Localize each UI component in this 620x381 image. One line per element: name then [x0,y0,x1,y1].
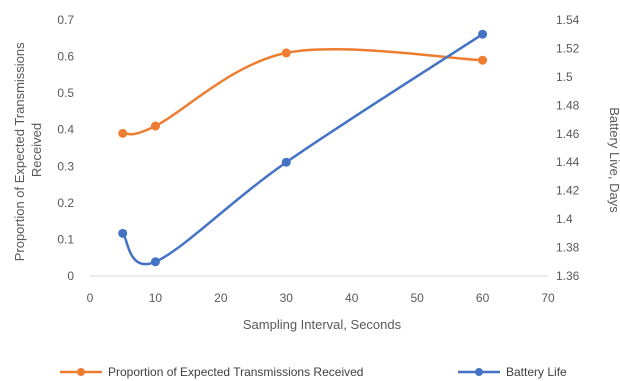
y2-axis-title: Battery Live, Days [607,107,620,213]
y2-tick-label: 1.38 [556,241,580,255]
x-tick-label: 30 [280,291,294,305]
legend: Proportion of Expected Transmissions Rec… [60,365,567,379]
y2-tick-labels: 1.36 1.38 1.4 1.42 1.44 1.46 1.48 1.5 1.52 1.54 [556,13,580,283]
legend-label-battery: Battery Life [506,365,567,379]
data-point-series-1 [478,29,488,39]
data-point-series-1 [118,228,128,238]
y-tick-label: 0.1 [57,232,74,246]
y2-tick-label: 1.54 [556,13,580,27]
x-tick-label: 10 [149,291,163,305]
x-tick-label: 0 [87,291,94,305]
y-axis-title-line-1: Proportion of Expected Transmissions [12,42,27,261]
x-tick-label: 40 [345,291,359,305]
series-line-1 [121,32,484,266]
data-point-series-0 [281,48,291,58]
y2-tick-label: 1.52 [556,41,580,55]
y-axis-title: Proportion of Expected Transmissions Rec… [12,39,44,262]
y-tick-label: 0.5 [57,86,74,100]
y2-tick-label: 1.4 [556,212,573,226]
y-tick-label: 0 [67,269,74,283]
x-tick-label: 50 [410,291,424,305]
y-tick-label: 0.4 [57,123,74,137]
y2-tick-label: 1.5 [556,70,573,84]
x-tick-label: 70 [541,291,555,305]
x-axis-title: Sampling Interval, Seconds [243,317,402,332]
y-tick-label: 0.6 [57,50,74,64]
y-tick-label: 0.7 [57,13,74,27]
y-tick-label: 0.2 [57,196,74,210]
data-point-series-1 [281,157,291,167]
x-tick-label: 20 [214,291,228,305]
series-line-0 [121,48,484,136]
y-tick-labels: 0 0.1 0.2 0.3 0.4 0.5 0.6 0.7 [57,13,74,283]
data-point-series-0 [118,128,128,138]
data-point-series-1 [150,257,160,267]
y-axis-title-line-2: Received [29,123,44,177]
series-layer [118,29,488,267]
y-tick-label: 0.3 [57,159,74,173]
data-point-series-0 [150,121,160,131]
legend-label-proportion: Proportion of Expected Transmissions Rec… [108,365,363,379]
y2-tick-label: 1.46 [556,127,580,141]
data-point-series-0 [478,55,488,65]
y2-tick-label: 1.42 [556,184,580,198]
x-tick-labels: 0 10 20 30 40 50 60 70 [87,291,555,305]
legend-marker-proportion [77,368,85,376]
x-tick-label: 60 [476,291,490,305]
y2-tick-label: 1.44 [556,155,580,169]
y2-tick-label: 1.48 [556,98,580,112]
y2-tick-label: 1.36 [556,269,580,283]
legend-marker-battery [475,368,483,376]
